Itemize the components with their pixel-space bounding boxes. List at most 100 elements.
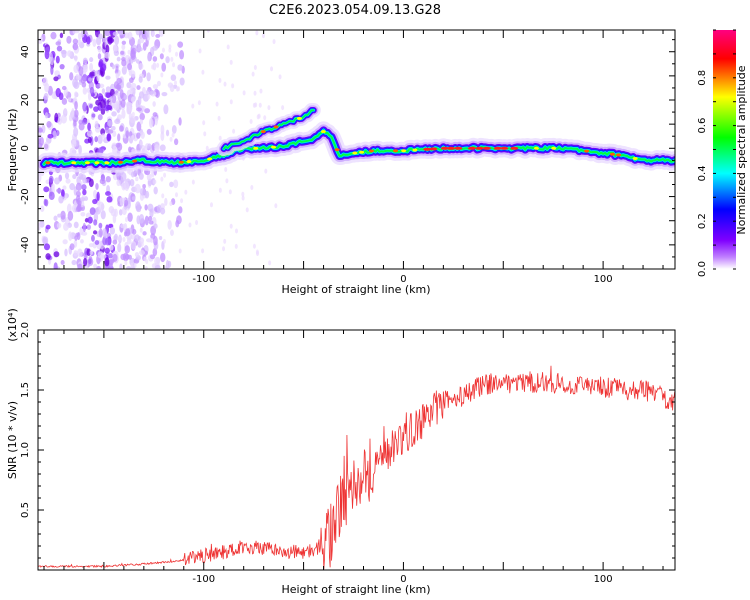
noise-speckle xyxy=(111,94,117,104)
noise-speckle xyxy=(125,101,132,108)
noise-speckle xyxy=(99,178,106,185)
noise-speckle xyxy=(115,142,121,148)
noise-speckle xyxy=(97,251,104,259)
ridge-peak xyxy=(412,148,418,152)
ridge-peak xyxy=(393,149,399,153)
spectrogram-x-label: Height of straight line (km) xyxy=(281,283,430,296)
noise-speckle xyxy=(144,190,150,199)
noise-speckle xyxy=(104,30,111,37)
noise-speckle xyxy=(43,141,50,151)
noise-speckle xyxy=(126,82,132,89)
noise-speckle xyxy=(135,30,141,36)
noise-speckle xyxy=(191,179,195,185)
noise-speckle xyxy=(74,100,78,110)
noise-speckle xyxy=(64,248,68,257)
noise-speckle xyxy=(96,265,101,269)
noise-speckle xyxy=(81,184,87,191)
noise-speckle xyxy=(94,240,100,246)
noise-speckle xyxy=(161,62,167,72)
noise-speckle xyxy=(117,114,122,121)
ridge-peak xyxy=(551,146,557,150)
noise-speckle xyxy=(173,179,179,189)
noise-speckle xyxy=(121,206,127,216)
noise-speckle xyxy=(38,127,44,134)
x-tick-label: 100 xyxy=(594,274,613,285)
noise-speckle xyxy=(116,179,121,187)
noise-speckle xyxy=(205,145,209,151)
noise-speckle xyxy=(45,253,51,260)
noise-speckle xyxy=(268,260,272,266)
y-tick-label: -20 xyxy=(20,188,31,204)
noise-speckle xyxy=(89,86,95,95)
noise-speckle xyxy=(67,210,74,221)
noise-speckle xyxy=(156,204,162,214)
noise-speckle xyxy=(145,89,151,95)
noise-speckle xyxy=(55,41,61,46)
noise-speckle xyxy=(195,220,199,226)
noise-speckle xyxy=(82,101,88,112)
noise-speckle xyxy=(242,90,246,96)
noise-speckle xyxy=(86,224,92,230)
noise-speckle xyxy=(67,97,72,102)
noise-speckle xyxy=(146,128,152,135)
noise-speckle xyxy=(136,107,142,112)
noise-speckle xyxy=(133,262,137,268)
y-tick-label: 40 xyxy=(20,45,31,58)
noise-speckle xyxy=(93,106,99,112)
noise-speckle xyxy=(153,186,158,195)
noise-speckle xyxy=(108,206,115,214)
ridge-peak xyxy=(273,125,279,129)
noise-speckle xyxy=(125,130,130,138)
noise-speckle xyxy=(252,243,256,249)
noise-speckle xyxy=(129,115,136,124)
ridge-peak xyxy=(447,146,456,150)
noise-speckle xyxy=(218,77,222,83)
noise-speckle xyxy=(112,239,118,245)
noise-speckle xyxy=(127,49,131,55)
snr-panel: -100 0 100 0.5 1.0 1.5 2.0 Height of straight… xyxy=(6,308,676,596)
noise-speckle xyxy=(112,145,118,155)
noise-speckle xyxy=(122,236,126,242)
noise-speckle xyxy=(229,59,233,65)
snr-x-ticks: -100 0 100 xyxy=(43,330,664,585)
noise-speckle xyxy=(144,204,148,211)
noise-speckle xyxy=(80,212,86,217)
noise-speckle xyxy=(270,66,274,72)
ridge-peak xyxy=(533,146,539,150)
y-tick-label: 1.5 xyxy=(20,382,31,398)
noise-speckle xyxy=(130,70,136,78)
noise-speckle xyxy=(72,78,78,88)
y-tick-label: 0 xyxy=(20,145,31,151)
noise-speckle xyxy=(98,83,105,89)
noise-speckle xyxy=(139,249,145,256)
noise-speckle xyxy=(53,262,58,269)
ridge-peak xyxy=(320,130,326,134)
noise-speckle xyxy=(130,241,137,250)
noise-speckle xyxy=(139,140,143,146)
noise-speckle xyxy=(77,263,83,269)
noise-speckle xyxy=(144,266,148,269)
noise-speckle xyxy=(264,168,268,174)
ridge-peak xyxy=(260,130,266,134)
noise-speckle xyxy=(105,191,112,196)
noise-speckle xyxy=(135,201,141,212)
noise-speckle xyxy=(255,30,259,36)
noise-speckle xyxy=(169,181,174,188)
noise-speckle xyxy=(218,135,222,141)
noise-speckle xyxy=(129,77,134,84)
noise-speckle xyxy=(170,229,174,236)
noise-speckle xyxy=(147,53,151,62)
noise-speckle xyxy=(107,37,115,44)
noise-speckle xyxy=(44,112,49,119)
noise-speckle xyxy=(231,83,235,89)
noise-speckle xyxy=(167,260,172,268)
noise-speckle xyxy=(223,81,227,87)
noise-speckle xyxy=(77,203,82,211)
noise-speckle xyxy=(64,172,70,180)
noise-speckle xyxy=(124,181,130,192)
noise-speckle xyxy=(169,136,173,142)
noise-speckle xyxy=(126,265,132,269)
noise-speckle xyxy=(87,122,91,131)
spectrogram-x-ticks: -100 0 100 xyxy=(43,30,664,285)
noise-speckle xyxy=(132,228,137,235)
